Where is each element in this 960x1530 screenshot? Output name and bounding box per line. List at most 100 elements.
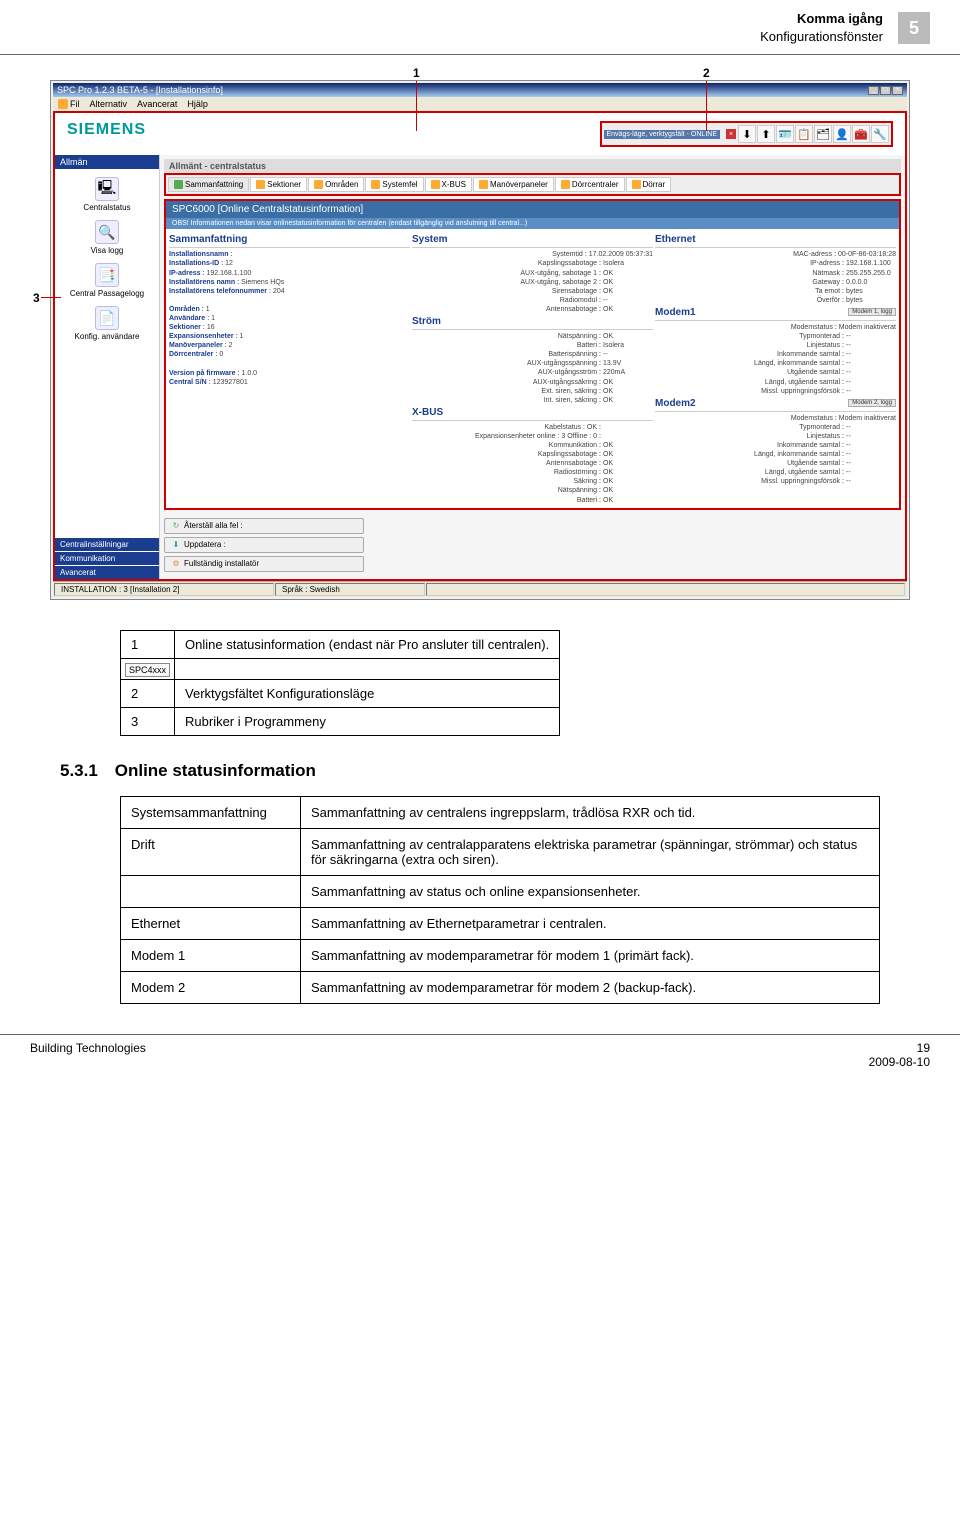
log-button[interactable]: Modem 2, logg xyxy=(848,399,896,407)
status-row: IP-adress:192.168.1.100 xyxy=(169,269,410,278)
toolbox-icon-0[interactable]: ⬇ xyxy=(738,125,756,143)
minimize-icon[interactable]: _ xyxy=(868,86,879,95)
status-row: Kapslingssabotage:Isolera xyxy=(412,259,653,268)
status-row: Längd, inkommande samtal:-- xyxy=(655,450,896,459)
statusbar-installation: INSTALLATION : 3 [Installation 2] xyxy=(54,583,274,596)
status-row: Kapslingssabotage:OK xyxy=(412,450,653,459)
close-icon[interactable]: × xyxy=(892,86,903,95)
toolbox-icon-4[interactable]: 🗂 xyxy=(814,125,832,143)
action-button-0[interactable]: ↻Återställ alla fel : xyxy=(164,518,364,534)
tab-sammanfattning[interactable]: Sammanfattning xyxy=(168,177,249,192)
menu-hjalp[interactable]: Hjälp xyxy=(187,99,208,109)
status-row: Sektioner:16 xyxy=(169,323,410,332)
footer-page-number: 19 xyxy=(869,1041,930,1055)
program-sidebar: Allmän 🖳Centralstatus🔍Visa logg📑Central … xyxy=(55,155,160,578)
window-statusbar: INSTALLATION : 3 [Installation 2] Språk … xyxy=(53,581,907,597)
status-row: Batteri:OK xyxy=(412,496,653,505)
tab-icon xyxy=(314,180,323,189)
tab-icon xyxy=(371,180,380,189)
callout-3-line xyxy=(41,297,61,298)
status-row: Överför:bytes xyxy=(655,296,896,305)
info-key xyxy=(121,875,301,907)
status-panel-title: SPC6000 [Online Centralstatusinformation… xyxy=(166,201,899,218)
sidebar-footer-1[interactable]: Kommunikation xyxy=(55,551,159,565)
sidebar-item-0[interactable]: 🖳Centralstatus xyxy=(55,173,159,216)
statusbar-language: Språk : Swedish xyxy=(275,583,425,596)
section-title-modem1: Modem1Modem 1, logg xyxy=(655,305,896,321)
toolbox-icon-1[interactable]: ⬆ xyxy=(757,125,775,143)
tab-manöverpaneler[interactable]: Manöverpaneler xyxy=(473,177,554,192)
info-row-4: Modem 1Sammanfattning av modemparametrar… xyxy=(121,939,880,971)
status-row: Systemtid:17.02.2009 05:37:31 xyxy=(412,250,653,259)
section-title-ström: Ström xyxy=(412,314,653,330)
sidebar-item-3[interactable]: 📄Konfig. användare xyxy=(55,302,159,345)
log-button[interactable]: Modem 1, logg xyxy=(848,308,896,316)
tab-sektioner[interactable]: Sektioner xyxy=(250,177,307,192)
status-row: Inkommande samtal:-- xyxy=(655,350,896,359)
menu-fil[interactable]: Fil xyxy=(58,99,80,109)
status-row: Utgående samtal:-- xyxy=(655,459,896,468)
status-row: Längd, utgående samtal:-- xyxy=(655,468,896,477)
status-row: Installatörens namn:Siemens HQs xyxy=(169,278,410,287)
content-tabs: SammanfattningSektionerOmrådenSystemfelX… xyxy=(164,173,901,196)
info-key: Ethernet xyxy=(121,907,301,939)
status-row: Antennsabotage:OK xyxy=(412,459,653,468)
toolbox-icon-3[interactable]: 📋 xyxy=(795,125,813,143)
status-row: Missl. uppringningsförsök:-- xyxy=(655,477,896,486)
section-title: Online statusinformation xyxy=(115,761,316,780)
online-status-info-table: SystemsammanfattningSammanfattning av ce… xyxy=(120,796,880,1004)
tab-systemfel[interactable]: Systemfel xyxy=(365,177,423,192)
status-row: Version på firmware:1.0.0 xyxy=(169,369,410,378)
tab-x-bus[interactable]: X-BUS xyxy=(425,177,472,192)
tab-dörrar[interactable]: Dörrar xyxy=(626,177,672,192)
sidebar-icon: 🔍 xyxy=(95,220,119,244)
header-title: Komma igång xyxy=(760,10,883,28)
status-panel-note: OBS! Informationen nedan visar onlinesta… xyxy=(166,218,899,229)
toolbox-close-icon[interactable]: × xyxy=(726,129,736,139)
toolbox-icon-7[interactable]: 🔧 xyxy=(871,125,889,143)
status-row: Linjestatus:-- xyxy=(655,341,896,350)
maximize-icon[interactable]: □ xyxy=(880,86,891,95)
toolbox-icon-5[interactable]: 👤 xyxy=(833,125,851,143)
info-row-0: SystemsammanfattningSammanfattning av ce… xyxy=(121,796,880,828)
desc-row3-text: Rubriker i Programmeny xyxy=(175,707,560,735)
status-row: Linjestatus:-- xyxy=(655,432,896,441)
tab-icon xyxy=(256,180,265,189)
status-row: Nätspänning:OK xyxy=(412,332,653,341)
status-row: Dörrcentraler:0 xyxy=(169,350,410,359)
sidebar-label: Konfig. användare xyxy=(57,332,157,341)
toolbox-mode-label: Envägs-läge, verktygsfält - ONLINE xyxy=(604,130,721,139)
status-row: AUX-utgång, sabotage 2:OK xyxy=(412,278,653,287)
status-row: AUX-utgångssäkring:OK xyxy=(412,378,653,387)
callout-1-label: 1 xyxy=(413,66,420,80)
section-title-x-bus: X-BUS xyxy=(412,405,653,421)
status-row: MAC-adress:00-0F-86-03:18:28 xyxy=(655,250,896,259)
button-icon: ⚙ xyxy=(171,559,181,569)
callout-2-label: 2 xyxy=(703,66,710,80)
info-val: Sammanfattning av centralens ingreppslar… xyxy=(301,796,880,828)
tab-dörrcentraler[interactable]: Dörrcentraler xyxy=(555,177,625,192)
status-row: Ta emot:bytes xyxy=(655,287,896,296)
sidebar-footer-2[interactable]: Avancerat xyxy=(55,565,159,579)
sidebar-footer-0[interactable]: Centralinställningar xyxy=(55,537,159,551)
toolbox-icon-6[interactable]: 🧰 xyxy=(852,125,870,143)
sidebar-header-allman[interactable]: Allmän xyxy=(55,155,159,169)
menu-alternativ[interactable]: Alternativ xyxy=(90,99,128,109)
status-row: Inkommande samtal:-- xyxy=(655,441,896,450)
tab-icon xyxy=(174,180,183,189)
tab-områden[interactable]: Områden xyxy=(308,177,364,192)
status-row: Nätspänning:OK xyxy=(412,486,653,495)
action-button-1[interactable]: ⬇Uppdatera : xyxy=(164,537,364,553)
status-row: Radiostörning:OK xyxy=(412,468,653,477)
sidebar-icon: 🖳 xyxy=(95,177,119,201)
toolbox-icon-2[interactable]: 🪪 xyxy=(776,125,794,143)
status-row: Längd, utgående samtal:-- xyxy=(655,378,896,387)
sidebar-item-1[interactable]: 🔍Visa logg xyxy=(55,216,159,259)
menu-avancerat[interactable]: Avancerat xyxy=(137,99,177,109)
sidebar-item-2[interactable]: 📑Central Passagelogg xyxy=(55,259,159,302)
action-button-2[interactable]: ⚙Fullständig installatör xyxy=(164,556,364,572)
window-titlebar: SPC Pro 1.2.3 BETA-5 - [Installationsinf… xyxy=(53,83,907,97)
window-title: SPC Pro 1.2.3 BETA-5 - [Installationsinf… xyxy=(57,85,223,95)
section-title-system: System xyxy=(412,232,653,248)
section-heading: 5.3.1 Online statusinformation xyxy=(60,761,960,781)
